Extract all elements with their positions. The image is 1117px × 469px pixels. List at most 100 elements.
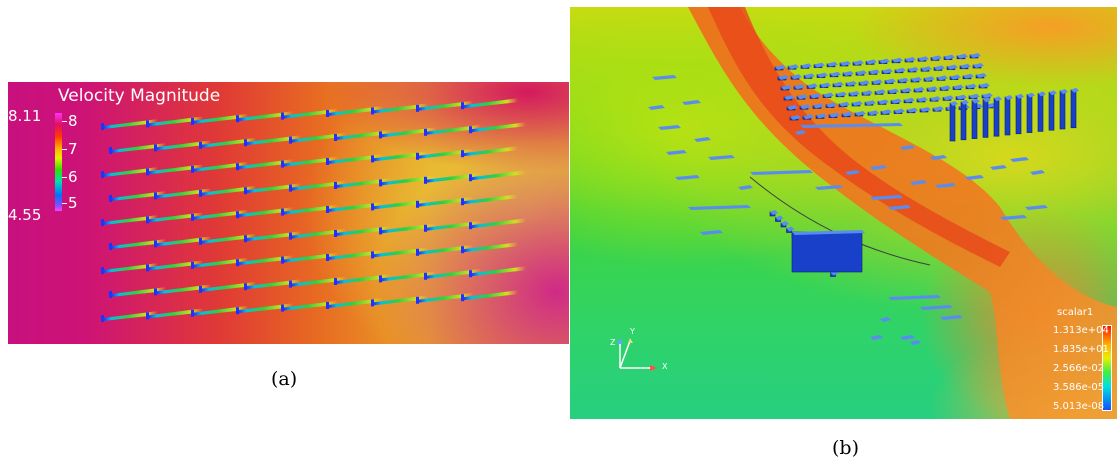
turbine-marker <box>236 163 239 171</box>
building-roof <box>852 101 863 106</box>
turbine-wake <box>283 204 338 215</box>
turbine-marker <box>461 150 464 158</box>
building-roof <box>970 53 981 58</box>
scalar-plume-core <box>708 7 1010 267</box>
turbine-marker <box>236 211 239 219</box>
building-roof <box>927 86 938 92</box>
building-roof <box>934 65 945 71</box>
building-roof <box>797 94 808 100</box>
turbine-marker <box>326 110 329 117</box>
building-roof <box>870 165 887 170</box>
turbine-wake <box>373 103 428 114</box>
turbine-marker <box>461 246 464 254</box>
turbine-marker <box>289 232 292 240</box>
turbine-marker <box>371 203 374 211</box>
building-roof <box>795 130 806 135</box>
building <box>971 100 978 139</box>
colorbar-tick-label: 7 <box>68 140 78 158</box>
building-roof <box>979 83 990 88</box>
building-roof <box>823 92 834 98</box>
colorbar-tick-mark <box>62 121 67 122</box>
building-roof <box>775 65 786 70</box>
turbine-wake <box>471 218 526 229</box>
building-roof <box>853 60 864 66</box>
turbine-wake <box>463 290 518 301</box>
turbine-marker <box>326 254 329 261</box>
turbine-marker <box>416 152 419 160</box>
building-roof <box>842 111 853 117</box>
building-roof <box>790 115 801 120</box>
building-roof <box>810 93 821 99</box>
building-roof <box>994 96 1002 102</box>
urban-terrain-render <box>617 7 1117 419</box>
turbine-wake <box>238 255 293 266</box>
building-roof <box>794 84 805 90</box>
building-roof <box>924 76 935 82</box>
turbine-marker <box>424 176 427 184</box>
building-roof <box>917 97 928 102</box>
turbine-marker <box>334 134 337 141</box>
turbine-wake <box>201 185 256 196</box>
turbine-wake <box>336 178 391 188</box>
turbine-marker <box>334 230 337 237</box>
building-roof <box>908 67 919 72</box>
building-roof <box>935 183 956 188</box>
building-roof <box>856 70 867 76</box>
legend-colorbar <box>1102 325 1112 411</box>
turbine-wake <box>373 247 428 258</box>
building-roof <box>786 226 795 232</box>
building-roof <box>688 205 751 210</box>
turbine-wake <box>201 281 256 292</box>
building-roof <box>931 55 942 61</box>
building-roof <box>911 77 922 82</box>
building-roof <box>855 111 866 116</box>
turbine-marker <box>191 309 194 317</box>
building-roof <box>700 230 723 235</box>
turbine-wake <box>156 140 211 151</box>
turbine-wake <box>471 170 526 181</box>
turbine-marker <box>244 187 247 195</box>
turbine-wake <box>238 207 293 218</box>
turbine-marker <box>109 147 112 154</box>
turbine-marker <box>199 237 202 245</box>
turbine-marker <box>281 208 284 216</box>
turbine-wake <box>426 124 481 135</box>
turbine-marker <box>326 158 329 165</box>
building-roof <box>900 335 915 340</box>
turbine-marker <box>289 136 292 144</box>
turbine-marker <box>371 107 374 115</box>
turbine-wake <box>381 127 436 138</box>
building-roof <box>792 230 865 235</box>
building-roof <box>1025 205 1048 210</box>
turbine-wake <box>381 271 436 282</box>
building-roof <box>815 185 843 190</box>
turbine-wake <box>148 212 203 223</box>
caption-b: (b) <box>832 437 859 459</box>
turbine-wake <box>328 202 383 212</box>
building-roof <box>800 123 903 128</box>
turbine-marker <box>191 117 194 125</box>
building-roof <box>801 63 812 69</box>
turbine-wake <box>103 263 158 273</box>
turbine-marker <box>281 112 284 120</box>
building-roof <box>807 83 818 89</box>
building-roof <box>900 145 915 150</box>
turbine-marker <box>199 141 202 149</box>
axes-triad <box>617 338 657 371</box>
building-roof <box>1000 215 1027 220</box>
turbine-wake <box>381 175 436 186</box>
turbine-wake <box>328 250 383 260</box>
turbine-wake <box>418 196 473 207</box>
turbine-wake <box>156 188 211 199</box>
turbine-wake <box>156 236 211 247</box>
building-roof <box>843 71 854 76</box>
axis-x-label: X <box>662 362 668 371</box>
building-roof <box>950 74 961 80</box>
caption-a: (a) <box>271 368 298 390</box>
building-roof <box>904 97 915 103</box>
building <box>949 102 956 142</box>
building-roof <box>905 57 916 62</box>
building-roof <box>880 317 891 322</box>
building-roof <box>1038 91 1046 97</box>
building-roof <box>969 93 980 99</box>
